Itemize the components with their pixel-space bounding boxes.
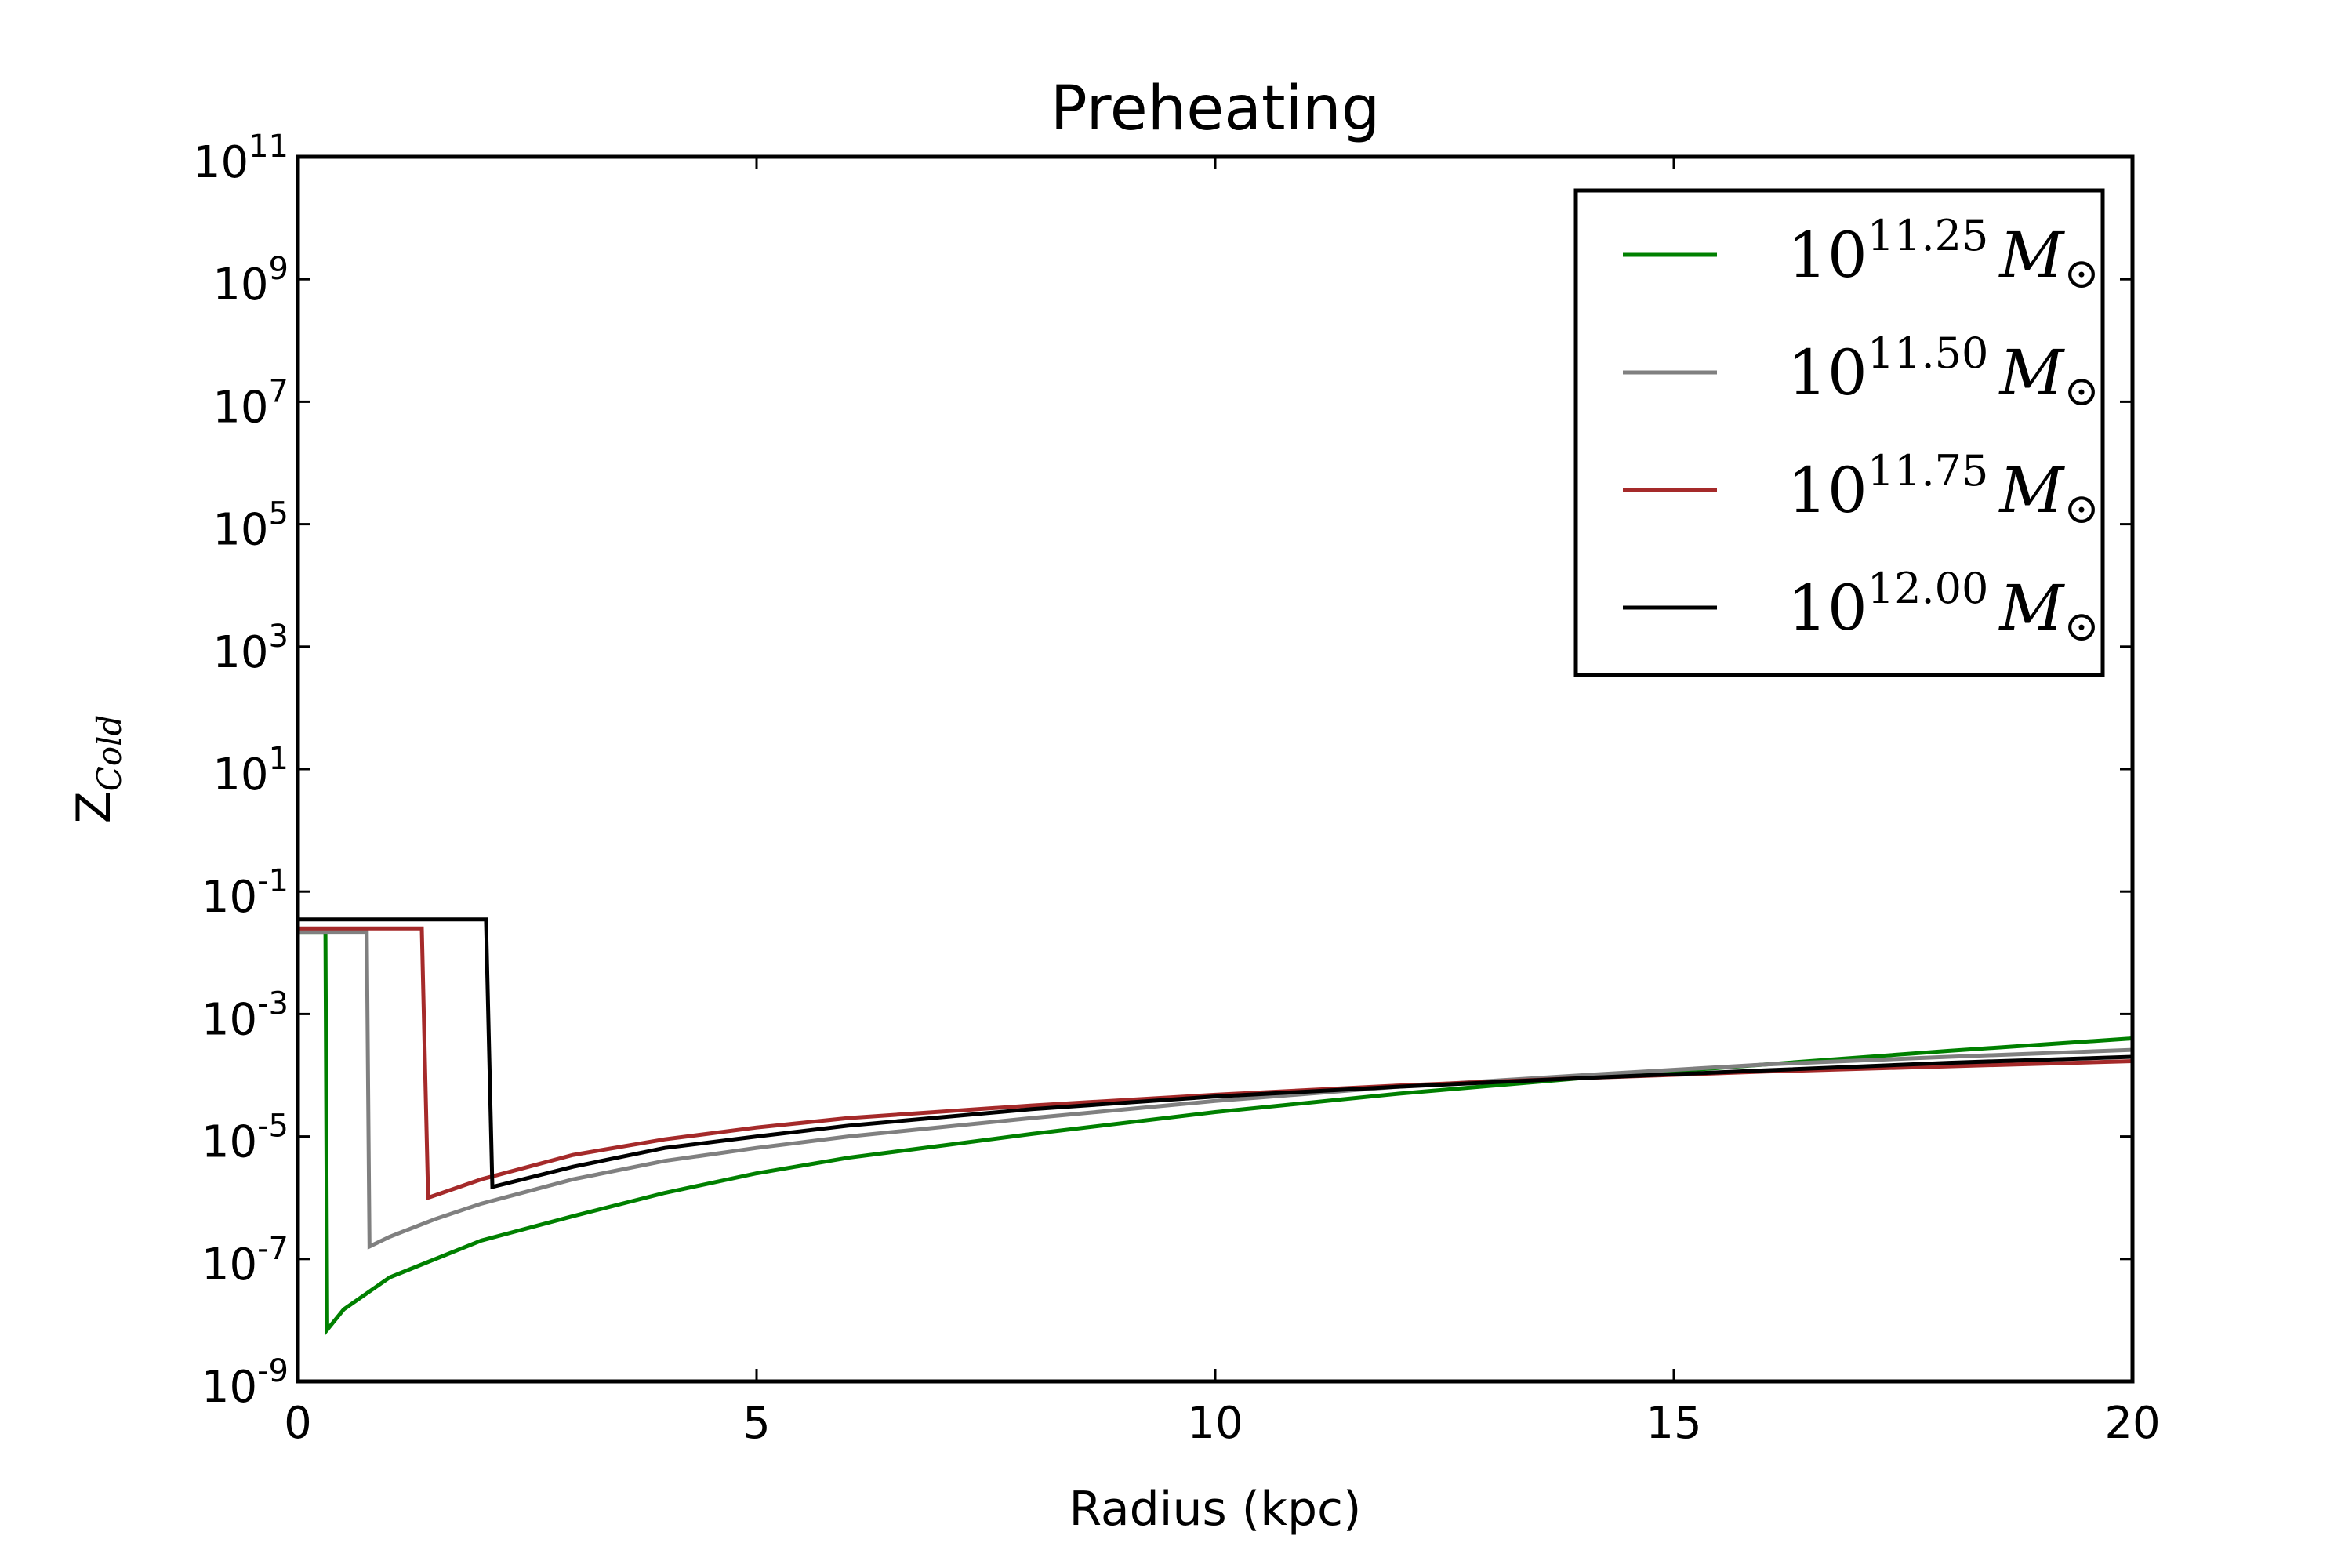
legend-base: 10	[1788, 572, 1867, 644]
y-tick-exponent: -3	[257, 985, 289, 1022]
y-tick-exponent: -9	[257, 1353, 289, 1389]
legend-base: 10	[1788, 219, 1867, 292]
legend-box	[1573, 188, 2105, 677]
y-tick-label-2: 107	[212, 373, 289, 433]
legend-mass-symbol: M	[1998, 572, 2065, 644]
x-tick-label-3: 15	[1646, 1398, 1701, 1449]
legend-mass-symbol: M	[1998, 219, 2065, 292]
y-tick-exponent: 5	[269, 496, 289, 532]
legend-exponent: 11.75	[1867, 446, 1989, 495]
y-tick-base: 10	[212, 260, 268, 310]
legend-base: 10	[1788, 336, 1867, 409]
y-tick-label-6: 10-1	[201, 863, 289, 923]
x-tick-label-4: 20	[2104, 1398, 2160, 1449]
x-tick-label-2: 10	[1187, 1398, 1243, 1449]
series-lines	[298, 917, 2133, 1335]
legend-label-3: 1012.00 M⊙	[1788, 564, 2100, 651]
x-tick-label-0: 0	[284, 1398, 312, 1449]
y-tick-label-8: 10-5	[201, 1109, 289, 1168]
x-tick-label-1: 5	[742, 1398, 771, 1449]
plot-frame	[296, 154, 2135, 1384]
y-axis-label-base: Z	[67, 791, 122, 823]
y-tick-label-4: 103	[212, 619, 289, 678]
legend-label-0: 1011.25 M⊙	[1788, 211, 2100, 298]
y-axis-label: ZCold	[67, 715, 129, 824]
y-tick-base: 10	[193, 137, 249, 188]
x-tick-labels: 0 5 10 15 20	[284, 1398, 2160, 1449]
legend-exponent: 11.50	[1867, 328, 1989, 378]
legend-exponent: 11.25	[1867, 211, 1989, 260]
y-axis-label-sub: Cold	[90, 715, 129, 792]
y-tick-label-9: 10-7	[201, 1231, 289, 1290]
y-tick-label-10: 10-9	[201, 1353, 289, 1413]
y-tick-base: 10	[212, 750, 268, 800]
y-tick-base: 10	[201, 994, 257, 1045]
legend-sun-subscript: ⊙	[2063, 366, 2099, 416]
y-tick-base: 10	[201, 872, 257, 923]
x-axis-label: Radius (kpc)	[1069, 1482, 1362, 1537]
y-tick-base: 10	[212, 627, 268, 678]
y-tick-base: 10	[212, 505, 268, 556]
y-tick-base: 10	[212, 382, 268, 433]
y-tick-exponent: -5	[257, 1109, 289, 1145]
y-tick-label-0: 1011	[193, 129, 289, 188]
y-tick-label-7: 10-3	[201, 985, 289, 1045]
legend-base: 10	[1788, 454, 1867, 527]
y-tick-label-5: 101	[212, 741, 289, 800]
legend-sun-subscript: ⊙	[2063, 249, 2099, 298]
y-tick-exponent: 7	[269, 373, 289, 409]
y-tick-exponent: 9	[269, 251, 289, 287]
legend-label-2: 1011.75 M⊙	[1788, 446, 2100, 533]
series-line-1	[298, 930, 2133, 1250]
y-tick-base: 10	[201, 1240, 257, 1290]
y-tick-exponent: 11	[249, 129, 289, 165]
legend-exponent: 12.00	[1867, 564, 1989, 613]
y-tick-base: 10	[201, 1362, 257, 1413]
y-tick-label-3: 105	[212, 496, 289, 556]
legend-mass-symbol: M	[1998, 336, 2065, 409]
y-tick-exponent: -7	[257, 1231, 289, 1267]
legend: 1011.25 M⊙1011.50 M⊙1011.75 M⊙1012.00 M⊙	[1573, 188, 2105, 677]
legend-label-1: 1011.50 M⊙	[1788, 328, 2100, 416]
chart-title: Preheating	[1051, 74, 1380, 144]
legend-sun-subscript: ⊙	[2063, 484, 2099, 533]
y-tick-exponent: 1	[269, 741, 289, 777]
y-tick-base: 10	[201, 1117, 257, 1168]
legend-mass-symbol: M	[1998, 454, 2065, 527]
legend-sun-subscript: ⊙	[2063, 601, 2099, 651]
y-tick-exponent: 3	[269, 619, 289, 655]
y-tick-label-1: 109	[212, 251, 289, 310]
y-tick-exponent: -1	[257, 863, 289, 899]
series-line-3	[298, 917, 2133, 1190]
